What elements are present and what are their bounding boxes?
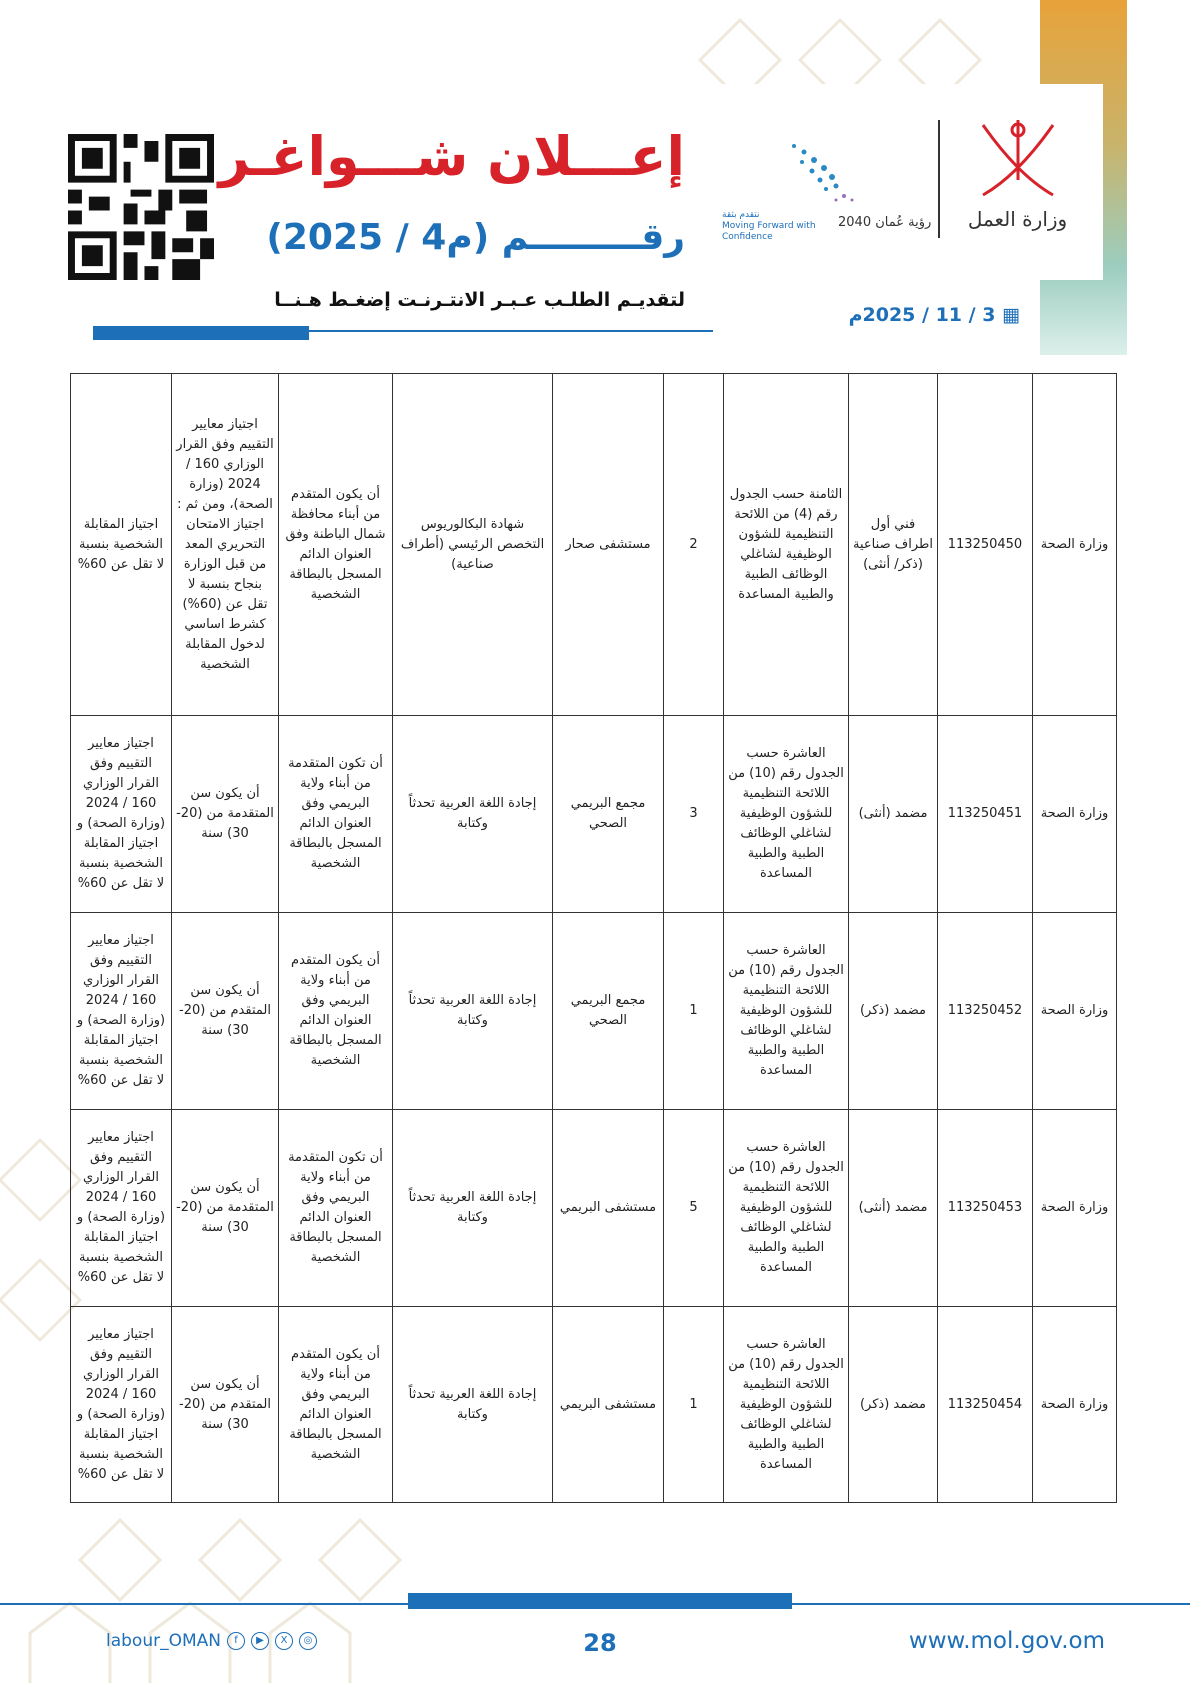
cell-count: 3	[663, 715, 724, 913]
cell-residence-condition: أن تكون المتقدمة من أبناء ولاية البريمي …	[278, 1109, 393, 1307]
cell-residence-condition: أن يكون المتقدم من أبناء محافظة شمال الب…	[278, 373, 393, 716]
cell-qualification: شهادة البكالوريوس التخصص الرئيسي (أطراف …	[392, 373, 553, 716]
cell-selection-method: اجتياز المقابلة الشخصية بنسبة لا تقل عن …	[70, 373, 172, 716]
cell-job-code: 113250450	[937, 373, 1033, 716]
cell-other-condition: أن يكون سن المتقدم من (20-30) سنة	[171, 912, 279, 1110]
x-icon[interactable]: X	[275, 1632, 293, 1650]
social-links: labour_OMAN f ▶ X ◎	[106, 1630, 317, 1652]
cell-grade: الثامنة حسب الجدول رقم (4) من اللائحة ال…	[723, 373, 849, 716]
cell-work-location: مستشفى البريمي	[552, 1306, 664, 1503]
cell-other-condition: أن يكون سن المتقدمة من (20-30) سنة	[171, 1109, 279, 1307]
cell-qualification: إجادة اللغة العربية تحدثاً وكتابة	[392, 1306, 553, 1503]
instagram-icon[interactable]: ◎	[299, 1632, 317, 1650]
cell-grade: العاشرة حسب الجدول رقم (10) من اللائحة ا…	[723, 1109, 849, 1307]
cell-job-title: فني أول اطراف صناعية (ذكر/ أنثى)	[848, 373, 938, 716]
table-row: وزارة الصحة 113250452 مضمد (ذكر) العاشرة حس…	[70, 912, 1117, 1110]
vision-tagline: نتقدم بثقة Moving Forward with Confidence	[722, 210, 816, 242]
cell-job-code: 113250451	[937, 715, 1033, 913]
cell-job-title: مضمد (أنثى)	[848, 715, 938, 913]
table-row: وزارة الصحة 113250450 فني أول اطراف صناعية…	[70, 373, 1117, 716]
table-row: وزارة الصحة 113250454 مضمد (ذكر) العاشرة حس…	[70, 1306, 1117, 1503]
apply-online-link[interactable]: لتقديـم الطلـب عـبـر الانتـرنـت إضغـط هـ…	[274, 289, 685, 311]
header-accent-bar	[93, 326, 309, 340]
cell-grade: العاشرة حسب الجدول رقم (10) من اللائحة ا…	[723, 912, 849, 1110]
cell-ministry: وزارة الصحة	[1032, 912, 1117, 1110]
youtube-icon[interactable]: ▶	[251, 1632, 269, 1650]
cell-work-location: مجمع البريمي الصحي	[552, 715, 664, 913]
cell-grade: العاشرة حسب الجدول رقم (10) من اللائحة ا…	[723, 715, 849, 913]
cell-residence-condition: أن يكون المتقدم من أبناء ولاية البريمي و…	[278, 912, 393, 1110]
cell-ministry: وزارة الصحة	[1032, 715, 1117, 913]
cell-job-code: 113250453	[937, 1109, 1033, 1307]
vision-logo-text: رؤية عُمان 2040	[838, 215, 932, 230]
cell-ministry: وزارة الصحة	[1032, 1306, 1117, 1503]
cell-job-title: مضمد (ذكر)	[848, 912, 938, 1110]
logo-divider	[938, 120, 940, 238]
cell-job-title: مضمد (أنثى)	[848, 1109, 938, 1307]
cell-work-location: مستشفى البريمي	[552, 1109, 664, 1307]
cell-selection-method: اجتياز معايير التقييم وفق القرار الوزاري…	[70, 1109, 172, 1307]
oman-emblem-icon	[981, 120, 1054, 197]
cell-ministry: وزارة الصحة	[1032, 373, 1117, 716]
cell-selection-method: اجتياز معايير التقييم وفق القرار الوزاري…	[70, 1306, 172, 1503]
cell-residence-condition: أن يكون المتقدم من أبناء ولاية البريمي و…	[278, 1306, 393, 1503]
cell-other-condition: أن يكون سن المتقدم من (20-30) سنة	[171, 1306, 279, 1503]
table-row: وزارة الصحة 113250453 مضمد (أنثى) العاشرة ح…	[70, 1109, 1117, 1307]
announcement-date: ▦ 3 / 11 / 2025م	[848, 304, 1020, 326]
cell-count: 2	[663, 373, 724, 716]
cell-ministry: وزارة الصحة	[1032, 1109, 1117, 1307]
cell-selection-method: اجتياز معايير التقييم وفق القرار الوزاري…	[70, 912, 172, 1110]
cell-count: 1	[663, 912, 724, 1110]
cell-work-location: مجمع البريمي الصحي	[552, 912, 664, 1110]
cell-work-location: مستشفى صحار	[552, 373, 664, 716]
cell-count: 5	[663, 1109, 724, 1307]
announcement-number: رقـــــــــم (م4 / 2025)	[266, 217, 685, 258]
cell-job-code: 113250454	[937, 1306, 1033, 1503]
footer-accent-bar	[408, 1593, 792, 1609]
social-handle[interactable]: labour_OMAN	[106, 1631, 221, 1651]
cell-job-code: 113250452	[937, 912, 1033, 1110]
page-number: 28	[583, 1629, 617, 1657]
cell-selection-method: اجتياز معايير التقييم وفق القرار الوزاري…	[70, 715, 172, 913]
cell-qualification: إجادة اللغة العربية تحدثاً وكتابة	[392, 912, 553, 1110]
cell-residence-condition: أن تكون المتقدمة من أبناء ولاية البريمي …	[278, 715, 393, 913]
table-row: وزارة الصحة 113250451 مضمد (أنثى) العاشرة ح…	[70, 715, 1117, 913]
cell-grade: العاشرة حسب الجدول رقم (10) من اللائحة ا…	[723, 1306, 849, 1503]
cell-count: 1	[663, 1306, 724, 1503]
qr-code[interactable]	[68, 134, 214, 280]
facebook-icon[interactable]: f	[227, 1632, 245, 1650]
oman-vision-2040-logo	[792, 144, 854, 202]
page-title: إعـــلان شـــواغـر	[218, 125, 685, 188]
cell-qualification: إجادة اللغة العربية تحدثاً وكتابة	[392, 715, 553, 913]
cell-other-condition: اجتياز معايير التقييم وفق القرار الوزاري…	[171, 373, 279, 716]
website-link[interactable]: www.mol.gov.om	[908, 1628, 1105, 1654]
header-divider	[93, 330, 713, 332]
vacancies-table: وزارة الصحة 113250450 فني أول اطراف صناعية…	[70, 373, 1117, 1503]
cell-job-title: مضمد (ذكر)	[848, 1306, 938, 1503]
calendar-icon: ▦	[995, 304, 1020, 326]
cell-other-condition: أن يكون سن المتقدمة من (20-30) سنة	[171, 715, 279, 913]
ministry-logo: وزارة العمل	[960, 115, 1075, 245]
cell-qualification: إجادة اللغة العربية تحدثاً وكتابة	[392, 1109, 553, 1307]
